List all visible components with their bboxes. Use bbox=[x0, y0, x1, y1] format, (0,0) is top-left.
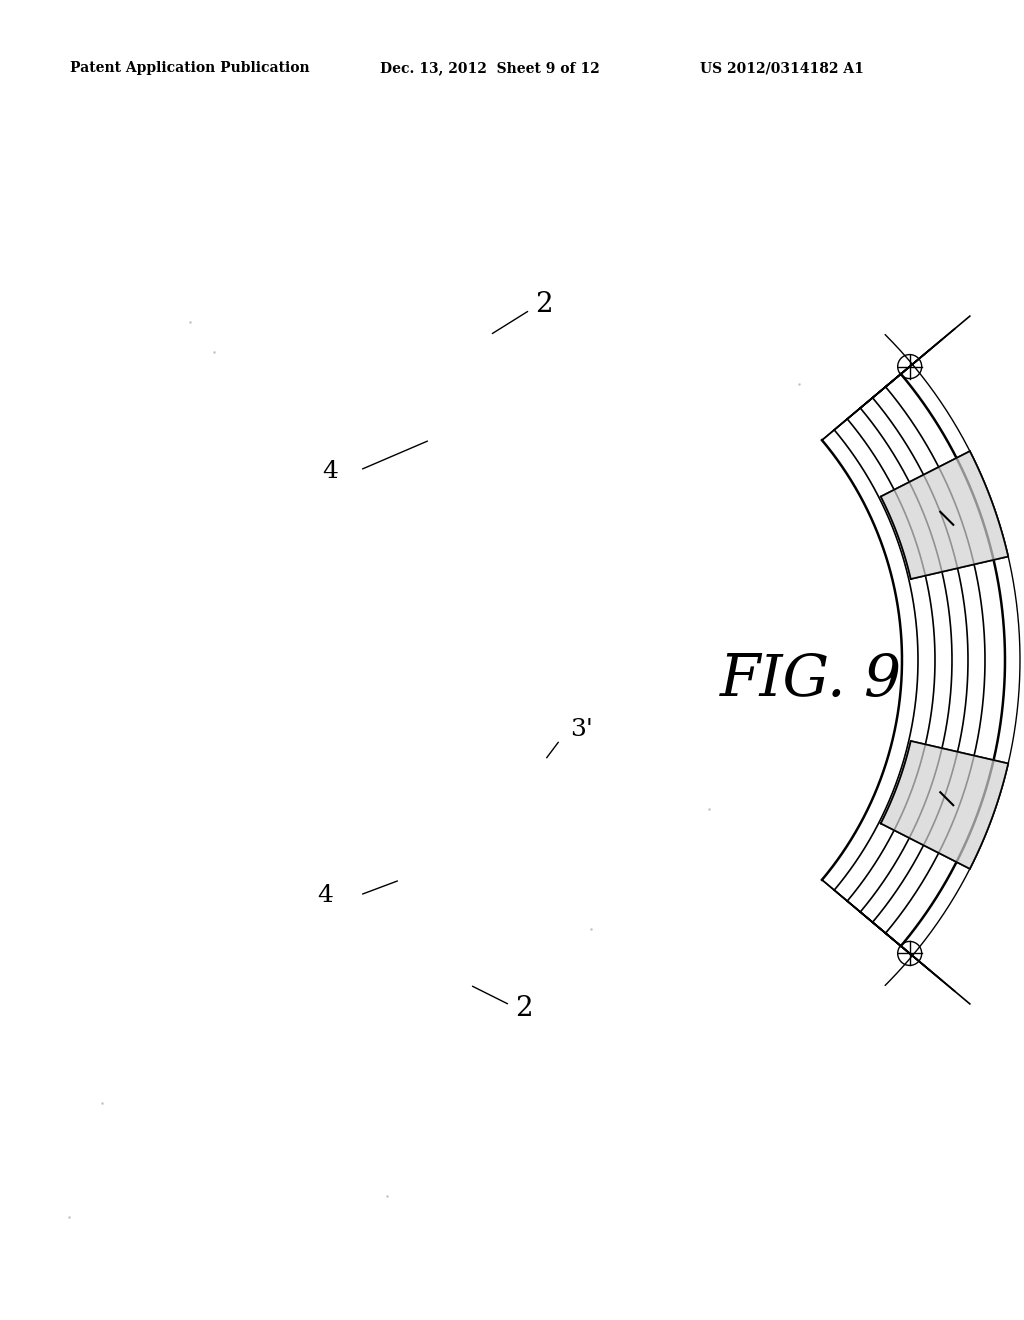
Text: 2: 2 bbox=[535, 292, 553, 318]
Text: 2: 2 bbox=[515, 994, 532, 1022]
Text: US 2012/0314182 A1: US 2012/0314182 A1 bbox=[700, 61, 864, 75]
Text: 4: 4 bbox=[317, 883, 333, 907]
Text: 4: 4 bbox=[323, 461, 338, 483]
Polygon shape bbox=[881, 451, 1009, 579]
Text: FIG. 9: FIG. 9 bbox=[720, 652, 902, 709]
Text: Patent Application Publication: Patent Application Publication bbox=[70, 61, 309, 75]
Polygon shape bbox=[881, 741, 1009, 869]
Text: Dec. 13, 2012  Sheet 9 of 12: Dec. 13, 2012 Sheet 9 of 12 bbox=[380, 61, 600, 75]
Text: 3': 3' bbox=[570, 718, 593, 742]
